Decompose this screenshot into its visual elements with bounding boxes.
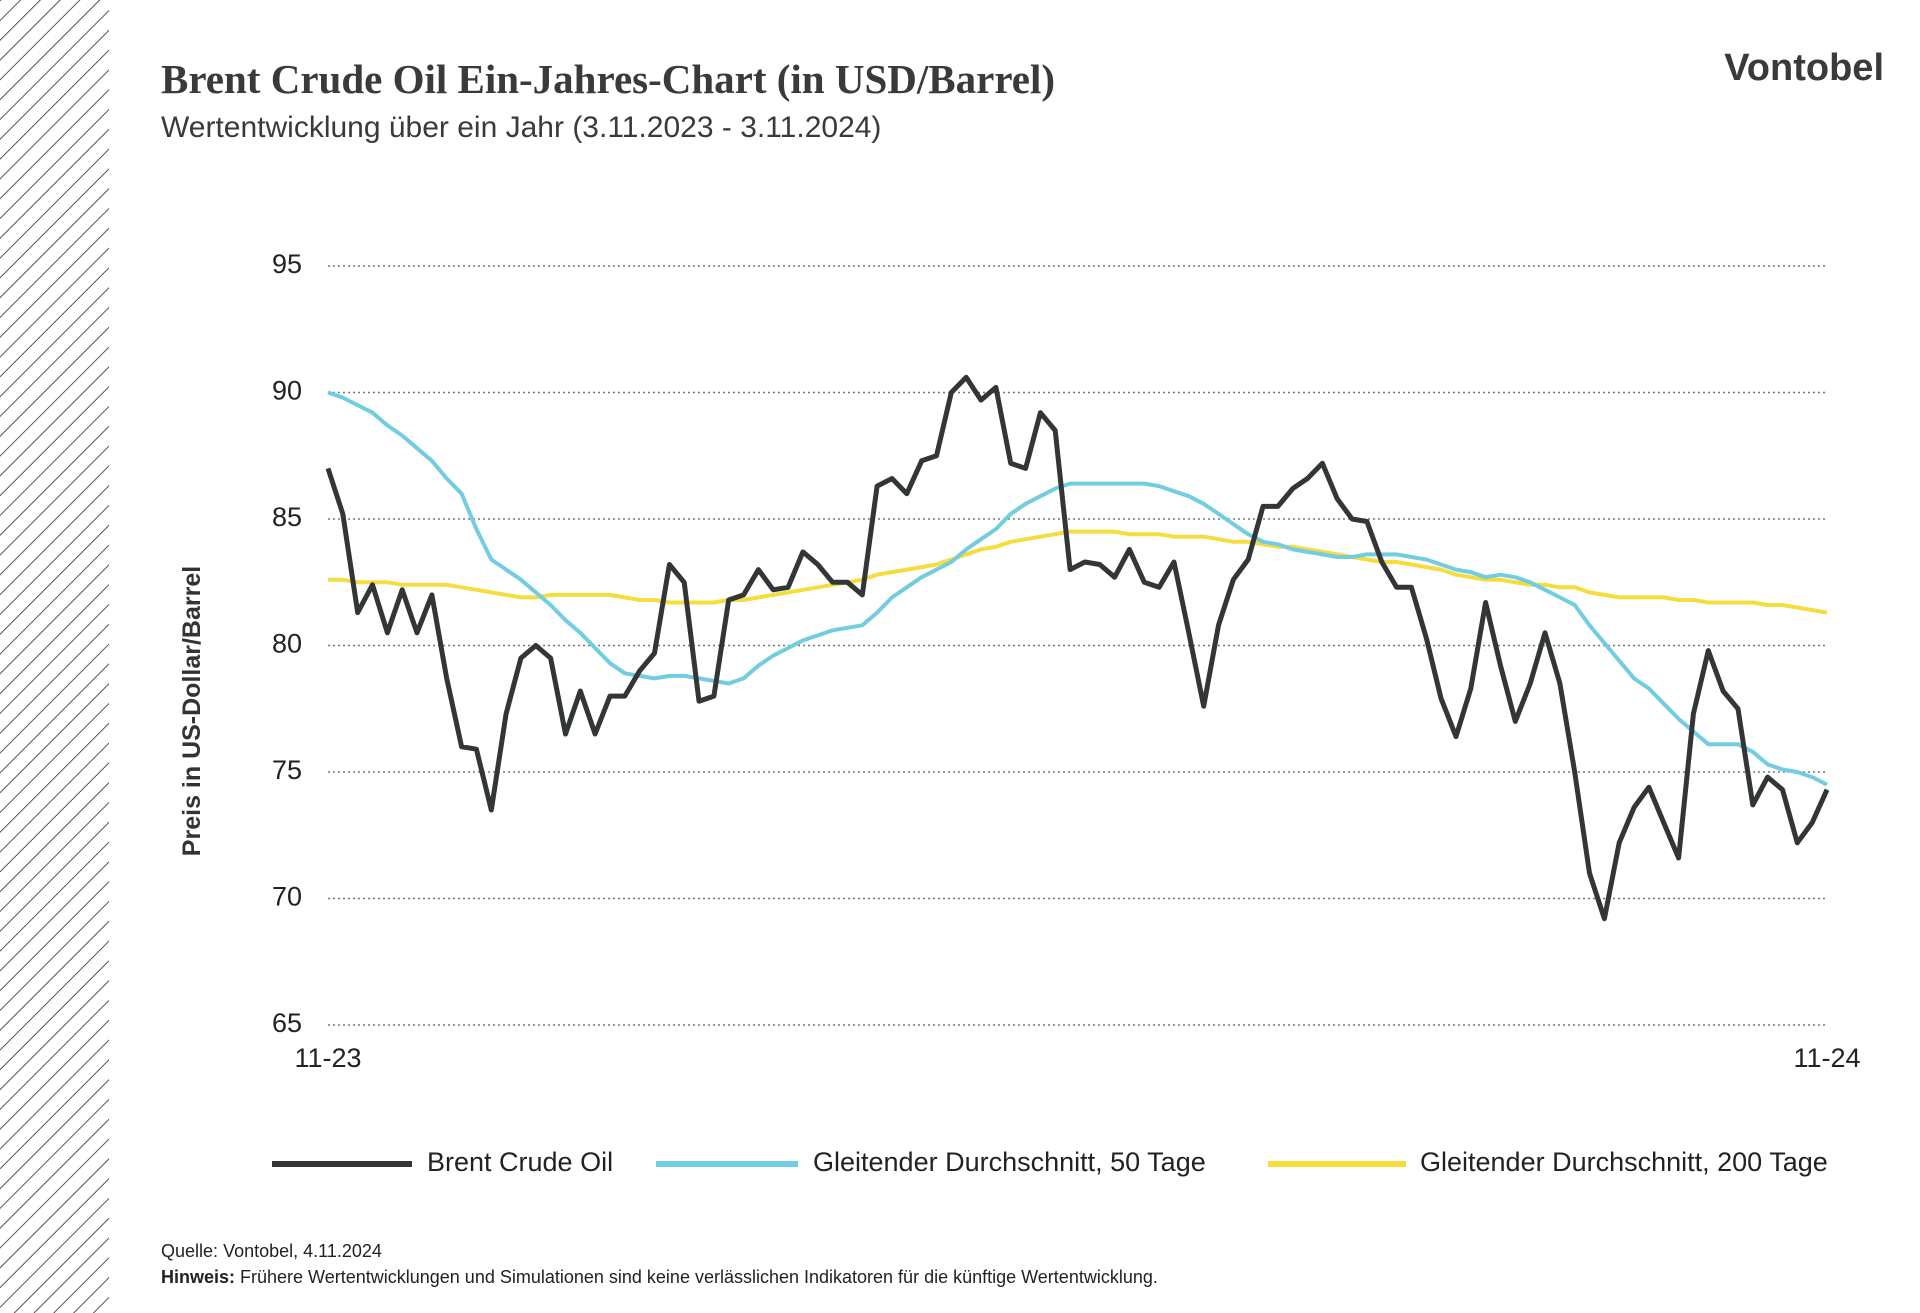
y-tick-label: 80 (272, 629, 302, 659)
chart-title: Brent Crude Oil Ein-Jahres-Chart (in USD… (161, 56, 1055, 102)
hatch-strip (0, 0, 109, 1313)
y-tick-label: 70 (272, 882, 302, 912)
y-axis-label: Preis in US-Dollar/Barrel (178, 566, 206, 856)
series-line (327, 390, 1828, 787)
plot-area: 65 70 75 80 85 90 95 11-23 11-24 Brent Crude Oil G… (272, 249, 1861, 1177)
brand-logo: Vontobel (1724, 47, 1884, 89)
footer-source: Quelle: Vontobel, 4.11.2024 (161, 1241, 382, 1261)
source-text: Vontobel, 4.11.2024 (223, 1241, 382, 1261)
x-tick-label: 11-24 (1793, 1043, 1860, 1073)
y-tick-label: 65 (272, 1008, 302, 1038)
footer-note: Hinweis: Frühere Wertentwicklungen und S… (161, 1267, 1158, 1287)
y-tick-label: 95 (272, 249, 302, 279)
y-tick-label: 75 (272, 755, 302, 785)
legend-label: Brent Crude Oil (427, 1147, 613, 1177)
note-text: Frühere Wertentwicklungen und Simulation… (240, 1267, 1158, 1287)
series-line (325, 374, 1830, 922)
legend-label: Gleitender Durchschnitt, 200 Tage (1420, 1147, 1828, 1177)
legend-label: Gleitender Durchschnitt, 50 Tage (813, 1147, 1206, 1177)
y-tick-label: 85 (272, 502, 302, 532)
source-label: Quelle: (161, 1241, 218, 1261)
y-tick-label: 90 (272, 376, 302, 406)
chart-subtitle: Wertentwicklung über ein Jahr (3.11.2023… (161, 111, 881, 144)
series-line (328, 529, 1828, 615)
x-tick-label: 11-23 (294, 1043, 361, 1073)
note-label: Hinweis: (161, 1267, 235, 1287)
